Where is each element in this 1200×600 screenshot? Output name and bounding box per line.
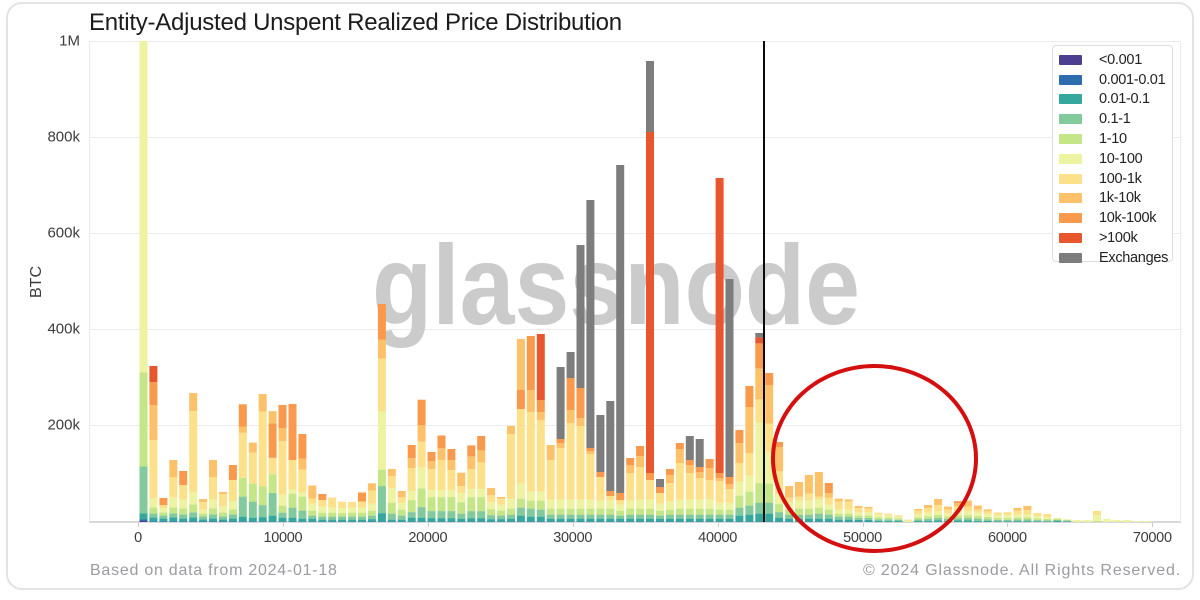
svg-text:BTC: BTC <box>28 266 45 298</box>
svg-text:glassnode: glassnode <box>372 222 860 348</box>
